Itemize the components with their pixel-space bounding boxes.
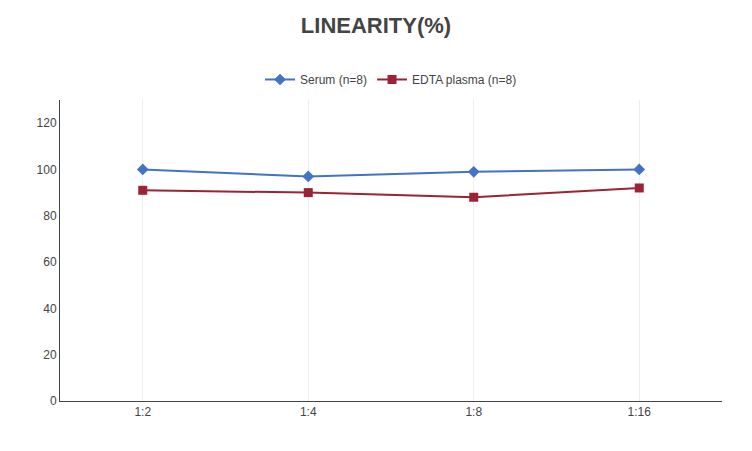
svg-text:1:2: 1:2	[134, 405, 151, 419]
svg-text:LINEARITY(%): LINEARITY(%)	[301, 13, 451, 38]
svg-text:20: 20	[43, 348, 57, 362]
svg-text:EDTA plasma (n=8): EDTA plasma (n=8)	[412, 73, 516, 87]
svg-text:1:8: 1:8	[465, 405, 482, 419]
svg-text:120: 120	[37, 116, 57, 130]
svg-text:60: 60	[43, 255, 57, 269]
svg-text:Serum (n=8): Serum (n=8)	[300, 73, 367, 87]
svg-text:100: 100	[37, 163, 57, 177]
svg-text:40: 40	[43, 302, 57, 316]
svg-text:1:4: 1:4	[300, 405, 317, 419]
svg-text:1:16: 1:16	[628, 405, 652, 419]
svg-text:80: 80	[43, 209, 57, 223]
svg-text:0: 0	[50, 394, 57, 408]
